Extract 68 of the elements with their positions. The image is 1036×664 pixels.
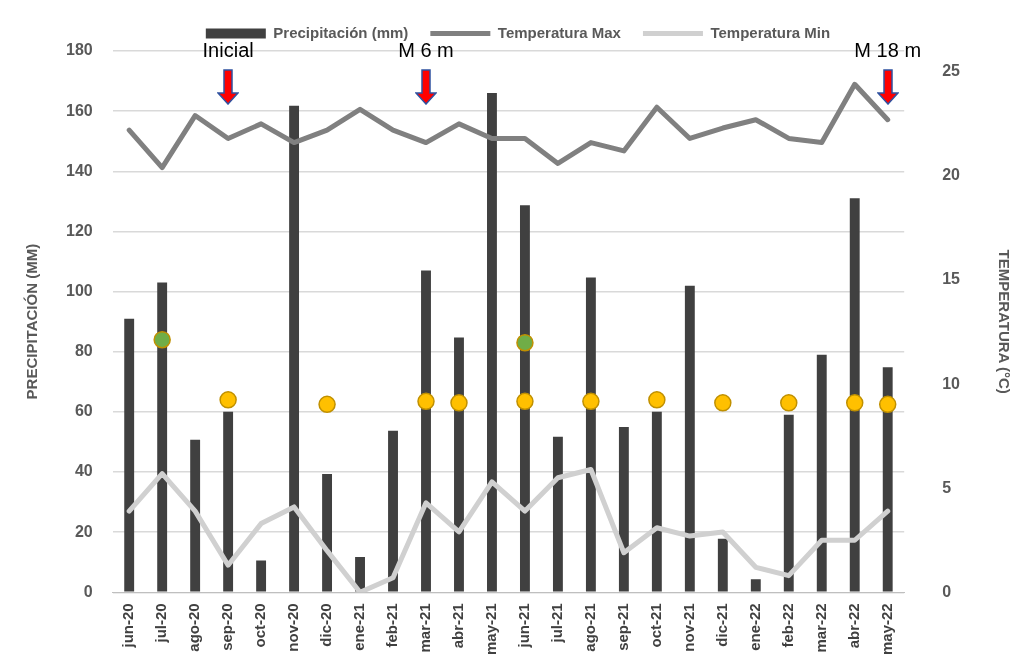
annotation: M 18 m <box>854 38 922 61</box>
y-tick-label: 20 <box>74 522 93 540</box>
legend-label: Temperatura Max <box>497 23 622 41</box>
x-tick-label: sep-21 <box>614 603 632 651</box>
bar <box>289 105 300 592</box>
x-tick-label: jul-20 <box>152 603 170 644</box>
y-tick-label: 140 <box>65 161 93 179</box>
x-tick-label: ene-21 <box>350 603 368 651</box>
bar <box>190 439 201 592</box>
x-tick-label: mar-22 <box>811 603 829 653</box>
y-tick-label: 80 <box>74 342 93 360</box>
bar <box>783 414 794 592</box>
y-tick-label: 100 <box>65 281 93 299</box>
bar <box>454 337 464 592</box>
bar <box>322 474 333 592</box>
bar <box>223 411 234 592</box>
bar <box>717 538 728 592</box>
bar <box>750 579 761 592</box>
y-axis-title: PRECIPITACIÓN (MM) <box>23 243 41 400</box>
x-tick-label: nov-20 <box>284 603 302 652</box>
bar <box>618 426 629 592</box>
bar <box>849 198 860 592</box>
bar <box>157 282 168 592</box>
x-tick-label: oct-21 <box>647 603 664 648</box>
x-tick-label: dic-20 <box>317 603 335 647</box>
bar <box>816 354 827 592</box>
x-tick-label: abr-22 <box>844 603 862 649</box>
y-tick-label: 60 <box>74 402 93 420</box>
x-tick-label: jul-21 <box>548 603 566 644</box>
x-tick-label: may-21 <box>482 603 500 655</box>
x-tick-label: sep-20 <box>218 603 236 651</box>
y2-axis-title: TEMPERATURA (°C) <box>995 249 1013 394</box>
bar <box>124 318 135 592</box>
x-tick-label: feb-22 <box>778 603 796 648</box>
bar <box>651 411 662 592</box>
bar <box>487 93 497 592</box>
y2-tick-label: 20 <box>942 166 961 184</box>
bar <box>552 436 563 592</box>
x-tick-label: ago-20 <box>185 603 203 652</box>
bar <box>585 277 596 592</box>
x-tick-label: mar-21 <box>416 603 434 653</box>
bar <box>256 560 267 592</box>
y2-tick-label: 25 <box>942 62 961 80</box>
x-tick-label: feb-21 <box>383 603 401 648</box>
y2-tick-label: 5 <box>942 478 952 496</box>
y2-tick-label: 10 <box>942 374 961 392</box>
y-tick-label: 0 <box>83 582 93 600</box>
x-tick-label: abr-21 <box>449 603 467 649</box>
legend-label: Temperatura Min <box>710 23 831 41</box>
y2-tick-label: 0 <box>942 582 952 600</box>
x-tick-label: jun-21 <box>515 603 533 649</box>
y2-tick-label: 15 <box>942 270 961 288</box>
y-tick-label: 40 <box>74 462 93 480</box>
y-tick-label: 120 <box>65 221 93 239</box>
bar <box>882 367 893 592</box>
x-tick-label: nov-21 <box>679 603 697 652</box>
x-tick-label: jun-20 <box>119 603 137 649</box>
bar <box>421 270 431 592</box>
annotation: Inicial <box>202 38 254 61</box>
y-tick-label: 180 <box>65 41 93 59</box>
x-tick-label: may-22 <box>877 603 895 655</box>
bar <box>684 285 695 592</box>
x-tick-label: ago-21 <box>581 603 599 652</box>
x-tick-label: ene-22 <box>745 603 763 651</box>
x-tick-label: oct-20 <box>251 603 269 648</box>
y-tick-label: 160 <box>65 101 93 119</box>
bar <box>388 430 398 592</box>
x-tick-label: dic-21 <box>712 603 730 647</box>
